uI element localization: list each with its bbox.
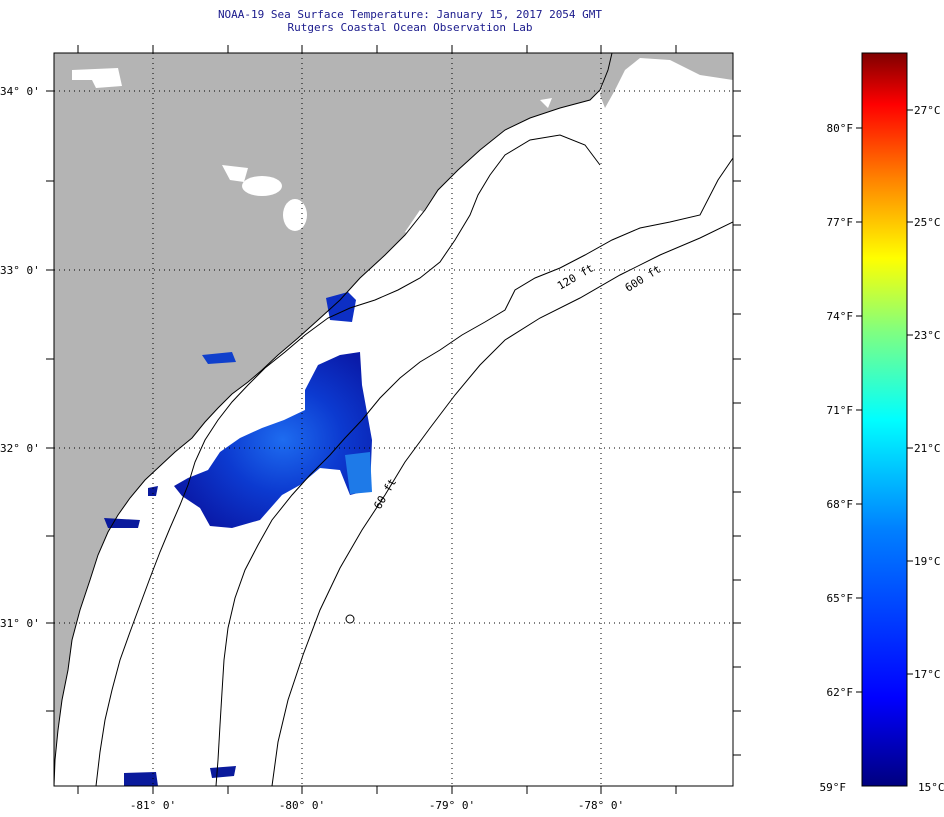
cb-f-80: 80°F [827,122,854,135]
isobath-60ft [95,134,601,786]
cb-c-23: 23°C [914,329,941,342]
land-northeast [600,53,733,108]
lat-label-31: 31° 0' [0,617,40,630]
cb-f-71: 71°F [827,404,854,417]
cb-c-15: 15°C [918,781,944,794]
lon-label-81: -81° 0' [130,799,176,812]
isobath-600ft [271,221,733,786]
sst-observations [104,292,372,786]
cb-f-77: 77°F [827,216,854,229]
cb-c-19: 19°C [914,555,941,568]
cb-c-27: 27°C [914,104,941,117]
graticule [54,53,733,786]
lon-label-79: -79° 0' [429,799,475,812]
cb-f-62: 62°F [827,686,854,699]
lat-label-34: 34° 0' [0,85,40,98]
cb-c-25: 25°C [914,216,941,229]
lat-label-33: 33° 0' [0,264,40,277]
lon-label-78: -78° 0' [578,799,624,812]
lon-label-80: -80° 0' [279,799,325,812]
cloud-patches [58,68,552,742]
cb-f-65: 65°F [827,592,854,605]
cb-f-59: 59°F [820,781,847,794]
cb-f-68: 68°F [827,498,854,511]
colorbar-scale [861,52,908,787]
colorbar: 80°F 77°F 74°F 71°F 68°F 65°F 62°F 59°F … [820,52,944,794]
lat-label-32: 32° 0' [0,442,40,455]
cb-c-17: 17°C [914,668,941,681]
plot-frame [53,52,734,787]
map-subtitle: Rutgers Coastal Ocean Observation Lab [287,21,533,34]
axis-ticks [46,45,741,794]
map-title: NOAA-19 Sea Surface Temperature: January… [217,8,603,21]
land-mass [54,53,612,786]
cb-c-21: 21°C [914,442,941,455]
coastline [54,53,613,786]
cb-f-74: 74°F [827,310,854,323]
